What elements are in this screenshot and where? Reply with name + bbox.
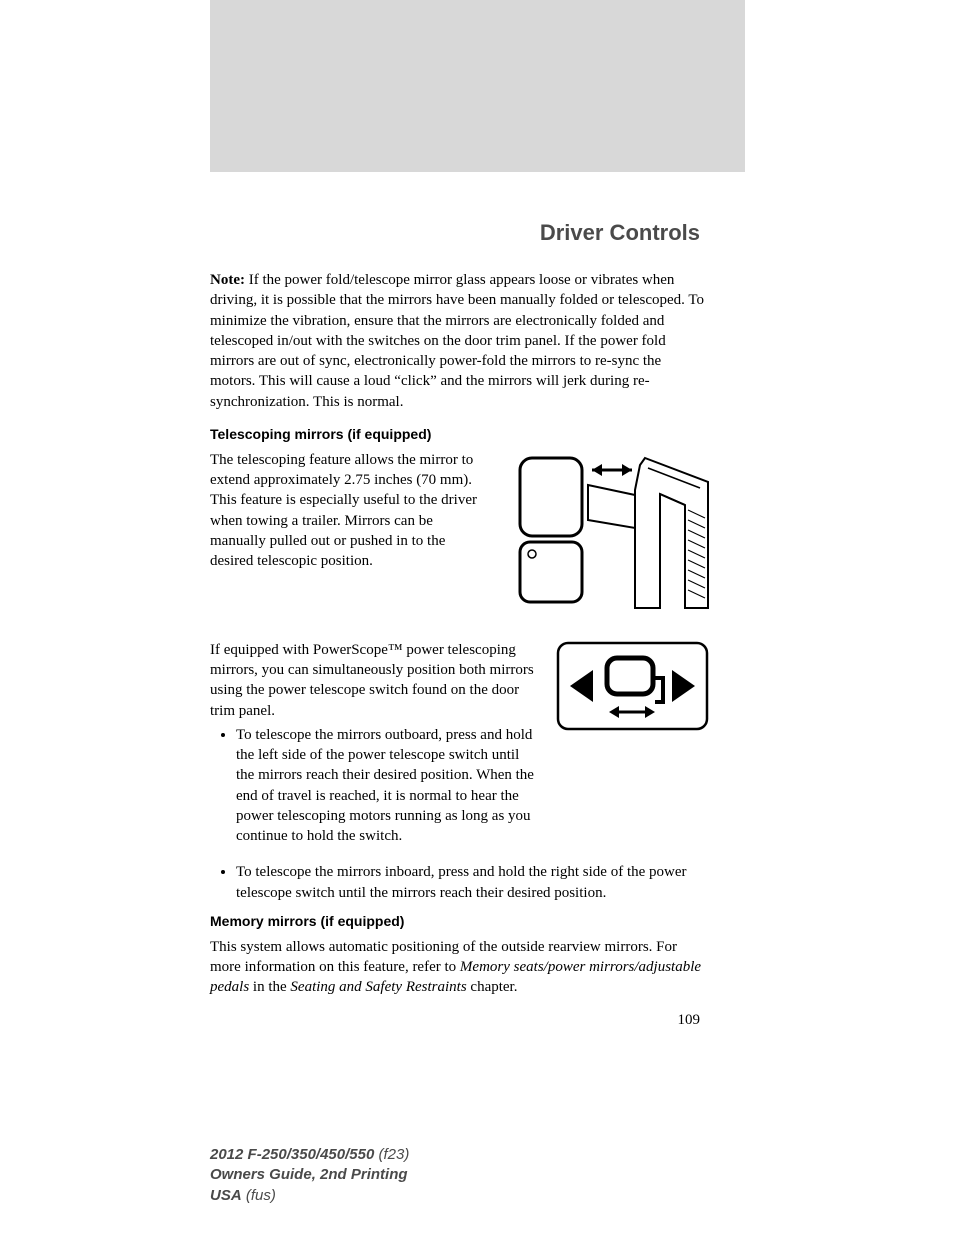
telescoping-heading: Telescoping mirrors (if equipped) [210, 426, 710, 442]
memory-paragraph: This system allows automatic positioning… [210, 937, 710, 998]
footer: 2012 F-250/350/450/550 (f23) Owners Guid… [210, 1145, 710, 1206]
mirror-diagram-icon [510, 450, 710, 615]
memory-post: chapter. [467, 979, 518, 995]
page-content: Driver Controls Note: If the power fold/… [210, 220, 710, 1029]
list-item: To telescope the mirrors inboard, press … [236, 862, 710, 903]
note-label: Note: [210, 272, 245, 288]
telescoping-para2-col: If equipped with PowerScope™ power teles… [210, 640, 537, 855]
footer-region: USA [210, 1187, 242, 1204]
footer-model: 2012 F-250/350/450/550 [210, 1146, 374, 1163]
list-item: To telescope the mirrors outboard, press… [236, 725, 537, 847]
memory-italic2: Seating and Safety Restraints [290, 979, 466, 995]
telescoping-bullets-2: To telescope the mirrors inboard, press … [210, 862, 710, 903]
note-text: If the power fold/telescope mirror glass… [210, 272, 704, 410]
telescoping-bullets: To telescope the mirrors outboard, press… [210, 725, 537, 847]
footer-line2: Owners Guide, 2nd Printing [210, 1165, 710, 1185]
memory-mid: in the [249, 979, 290, 995]
page-number: 109 [210, 1012, 710, 1029]
header-gray-band [210, 0, 745, 172]
switch-diagram-figure [555, 640, 710, 737]
section-title: Driver Controls [210, 220, 710, 246]
telescoping-block-2: If equipped with PowerScope™ power teles… [210, 640, 710, 855]
telescoping-para2: If equipped with PowerScope™ power teles… [210, 640, 537, 721]
mirror-diagram-figure [510, 450, 710, 620]
telescoping-para1: The telescoping feature allows the mirro… [210, 450, 492, 572]
footer-line1: 2012 F-250/350/450/550 (f23) [210, 1145, 710, 1165]
footer-code2: (fus) [246, 1187, 276, 1204]
switch-diagram-icon [555, 640, 710, 732]
note-paragraph: Note: If the power fold/telescope mirror… [210, 270, 710, 412]
telescoping-block-1: The telescoping feature allows the mirro… [210, 450, 710, 620]
footer-code1: (f23) [378, 1146, 409, 1163]
footer-guide: Owners Guide, 2nd Printing [210, 1166, 408, 1183]
memory-heading: Memory mirrors (if equipped) [210, 913, 710, 929]
footer-line3: USA (fus) [210, 1186, 710, 1206]
